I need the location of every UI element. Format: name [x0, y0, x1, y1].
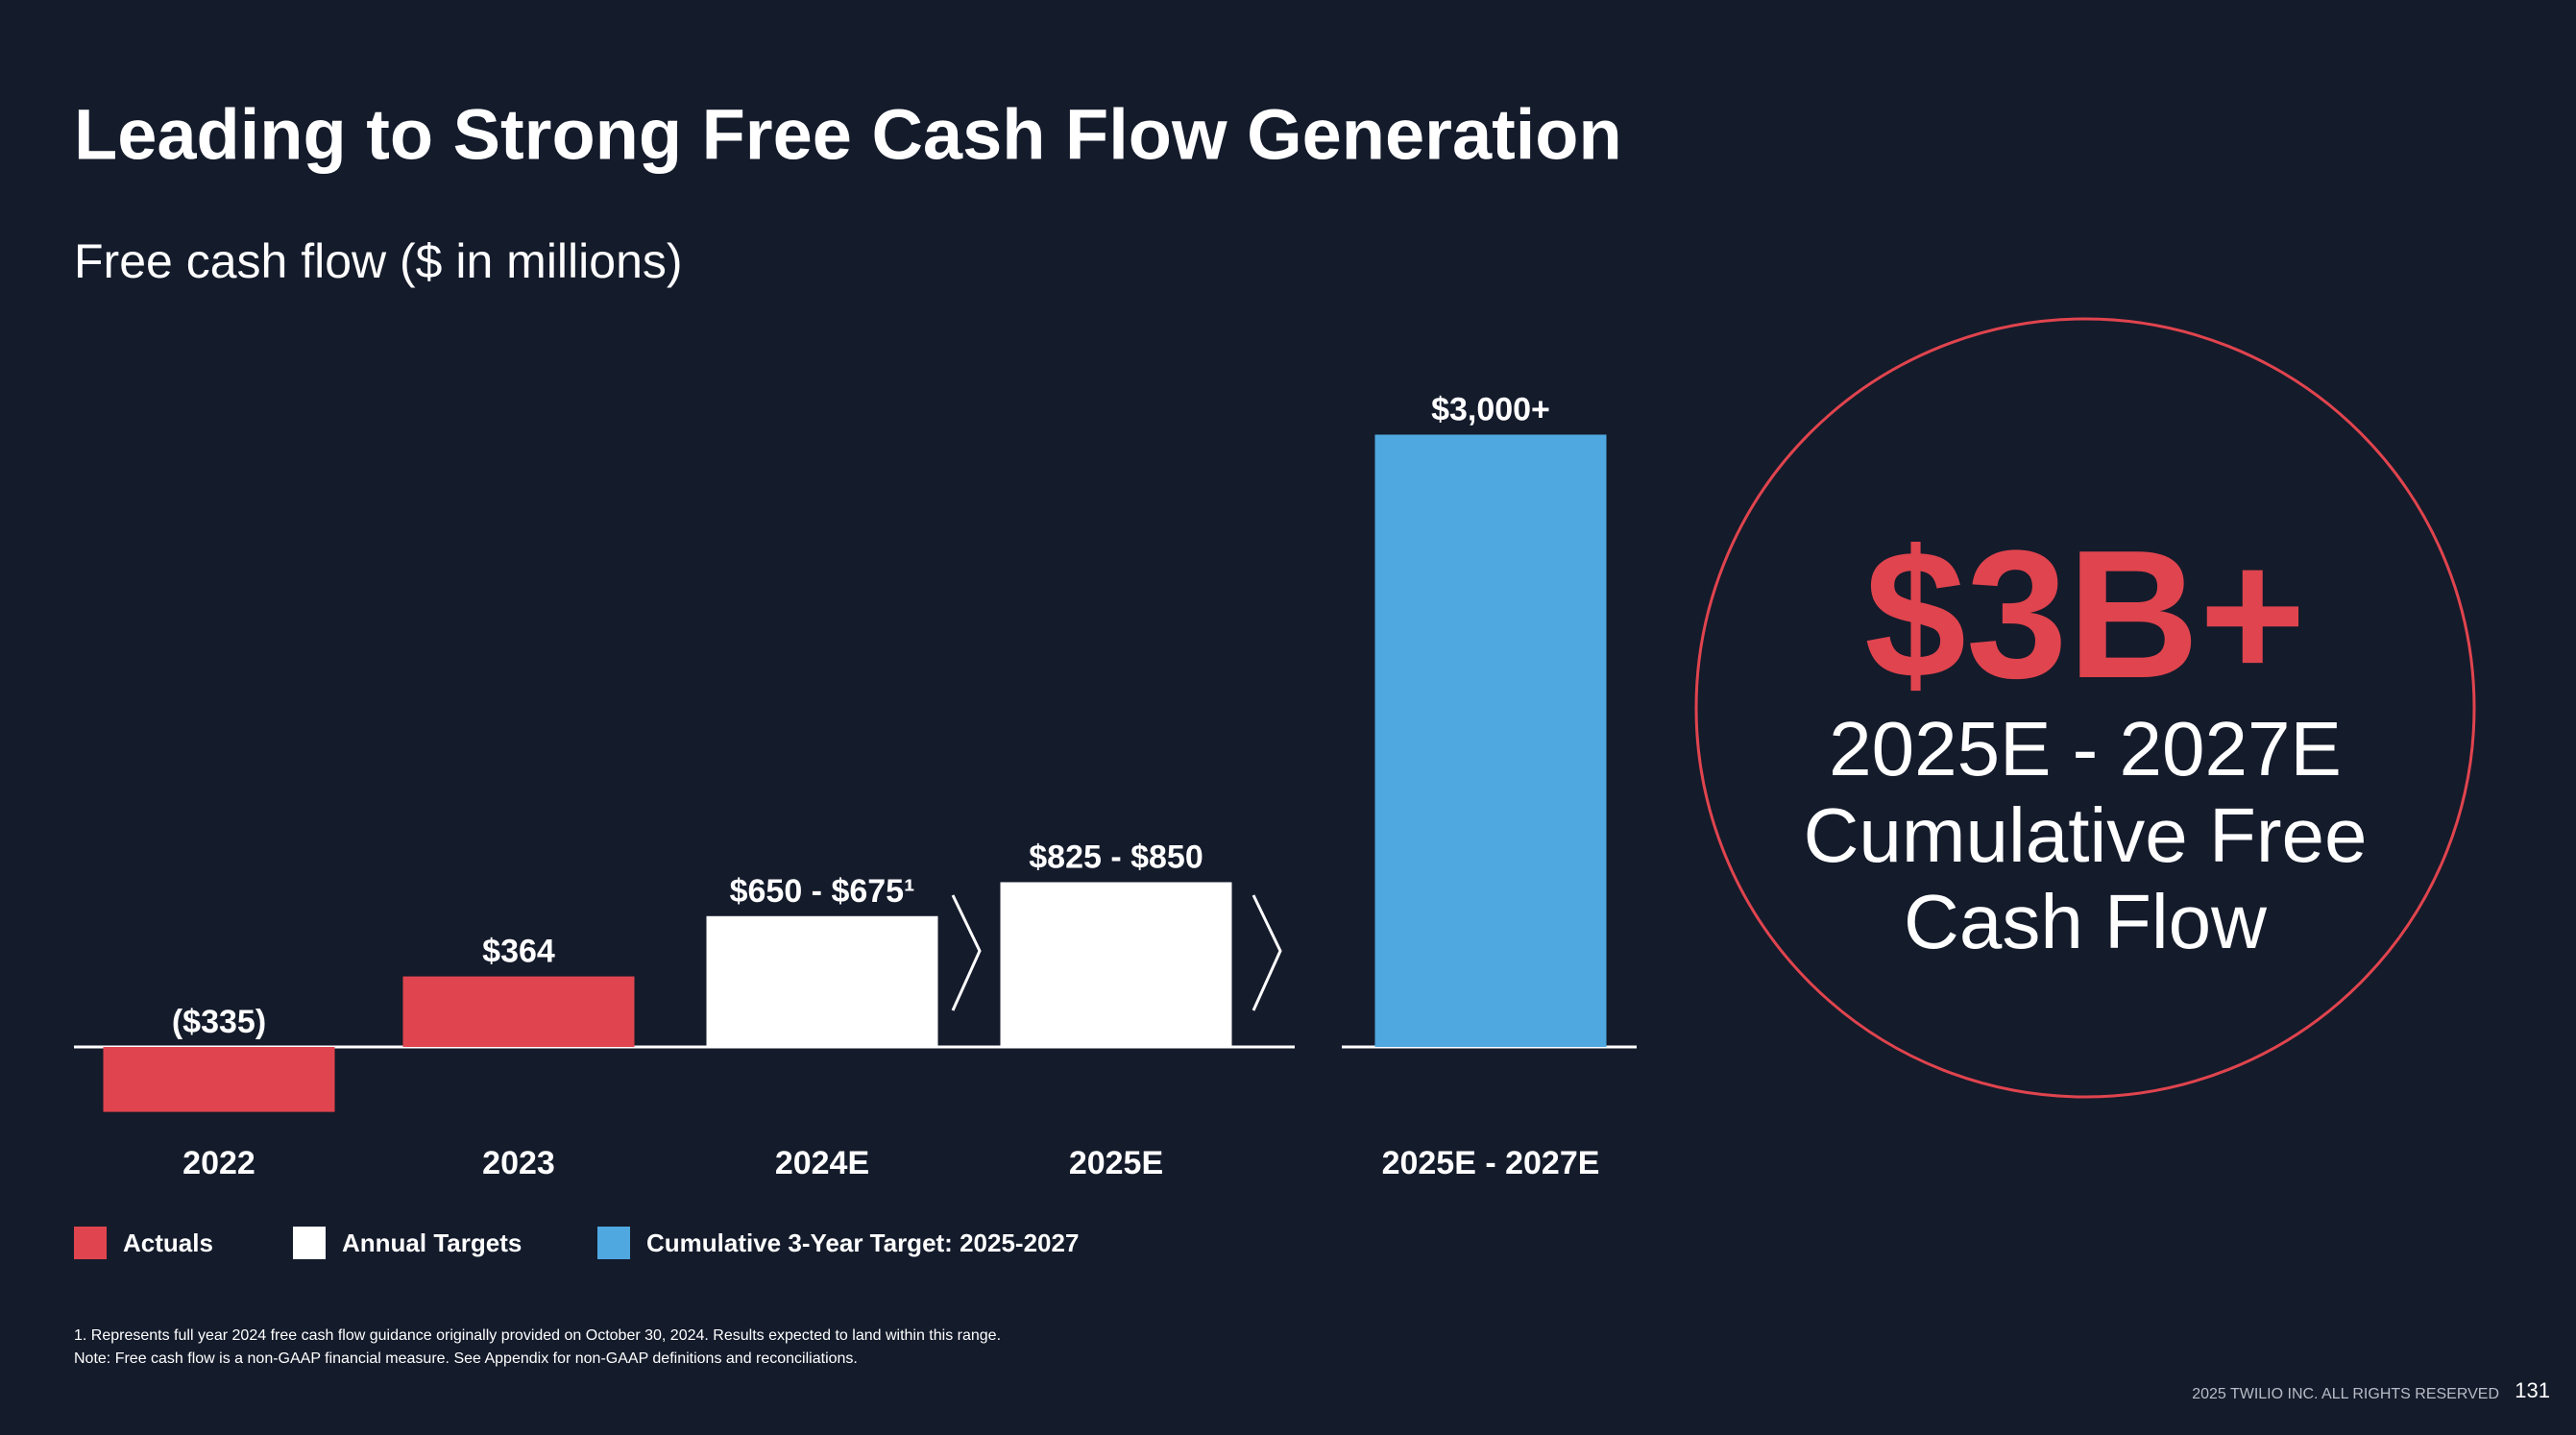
copyright: 2025 TWILIO INC. ALL RIGHTS RESERVED — [2192, 1386, 2499, 1402]
x-tick-label: 2024E — [775, 1145, 869, 1181]
legend-label: Annual Targets — [342, 1228, 522, 1257]
value-label: ($335) — [172, 1004, 266, 1040]
chevron — [951, 894, 982, 1011]
x-tick-label: 2022 — [182, 1145, 255, 1181]
legend-swatch — [74, 1227, 107, 1259]
legend-label: Actuals — [123, 1228, 213, 1257]
callout-headline: $3B+ — [1864, 513, 2306, 717]
x-tick-label: 2025E — [1069, 1145, 1163, 1181]
value-label: $650 - $675¹ — [730, 873, 915, 910]
legend-swatch — [293, 1227, 326, 1259]
bar — [402, 976, 635, 1047]
page-number: 131 — [2515, 1378, 2550, 1402]
callout-circle — [1694, 317, 2476, 1099]
legend-swatch — [597, 1227, 630, 1259]
x-tick-label: 2025E - 2027E — [1382, 1145, 1600, 1181]
footnote: 1. Represents full year 2024 free cash f… — [74, 1327, 1002, 1344]
value-label: $825 - $850 — [1029, 839, 1203, 875]
chart-subtitle: Free cash flow ($ in millions) — [74, 234, 683, 288]
chart-title: Leading to Strong Free Cash Flow Generat… — [74, 95, 1622, 175]
footnote: Note: Free cash flow is a non-GAAP finan… — [74, 1350, 858, 1367]
value-label: $364 — [482, 934, 555, 970]
callout-text: Cumulative Free Cash Flow — [1803, 792, 2368, 964]
chevron — [1252, 894, 1282, 1011]
value-label: $3,000+ — [1431, 391, 1550, 427]
bar — [103, 1047, 335, 1112]
legend-label: Cumulative 3-Year Target: 2025-2027 — [646, 1228, 1079, 1257]
bar — [1000, 882, 1232, 1047]
x-tick-label: 2023 — [482, 1145, 555, 1181]
callout-period: 2025E - 2027E — [1829, 706, 2342, 791]
bar — [706, 915, 938, 1047]
bar — [1374, 434, 1607, 1047]
